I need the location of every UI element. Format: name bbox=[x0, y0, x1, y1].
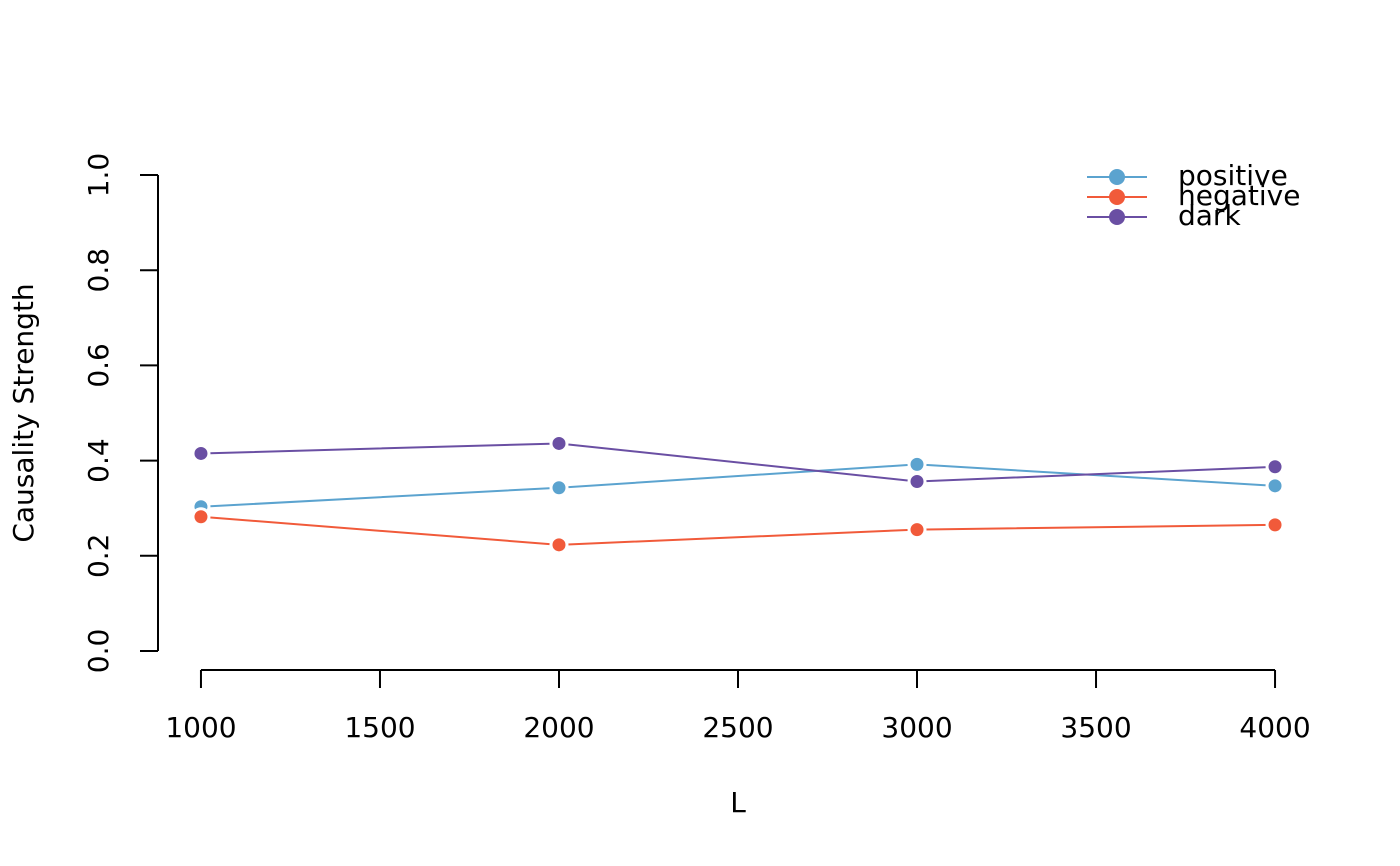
series-line bbox=[200, 515, 1276, 546]
data-point bbox=[1265, 515, 1285, 535]
data-point bbox=[907, 520, 927, 540]
data-point bbox=[549, 433, 569, 453]
y-axis-label: Causality Strength bbox=[7, 283, 40, 542]
y-tick-label: 1.0 bbox=[82, 153, 115, 198]
series-line bbox=[200, 442, 1276, 483]
legend-label: negative bbox=[1178, 179, 1300, 212]
y-tick-label: 0.6 bbox=[82, 343, 115, 388]
y-tick-label: 0.4 bbox=[82, 438, 115, 483]
data-point bbox=[1265, 476, 1285, 496]
data-point bbox=[191, 507, 211, 527]
legend-label: positive bbox=[1178, 159, 1288, 192]
x-tick-label: 2500 bbox=[702, 711, 773, 744]
legend-label: dark bbox=[1178, 199, 1241, 232]
legend-swatch-point bbox=[1109, 169, 1125, 185]
x-tick-label: 1000 bbox=[165, 711, 236, 744]
data-point bbox=[549, 535, 569, 555]
data-point bbox=[907, 472, 927, 492]
data-point bbox=[907, 454, 927, 474]
x-axis-label: L bbox=[730, 786, 746, 819]
data-point bbox=[1265, 457, 1285, 477]
x-tick-label: 1500 bbox=[344, 711, 415, 744]
data-point bbox=[191, 443, 211, 463]
legend-swatch-point bbox=[1109, 189, 1125, 205]
data-point bbox=[549, 478, 569, 498]
x-tick-label: 3500 bbox=[1060, 711, 1131, 744]
x-tick-label: 3000 bbox=[881, 711, 952, 744]
y-tick-label: 0.2 bbox=[82, 534, 115, 579]
legend-swatch-point bbox=[1109, 209, 1125, 225]
series-line bbox=[200, 463, 1276, 508]
x-tick-label: 4000 bbox=[1239, 711, 1310, 744]
y-tick-label: 0.8 bbox=[82, 248, 115, 293]
y-tick-label: 0.0 bbox=[82, 629, 115, 674]
x-tick-label: 2000 bbox=[523, 711, 594, 744]
